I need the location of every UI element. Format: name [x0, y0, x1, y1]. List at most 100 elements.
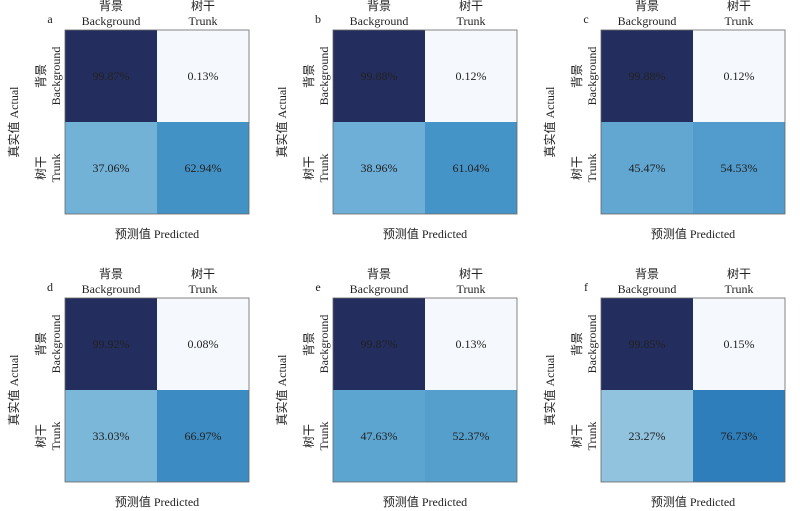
cell-value: 54.53% — [721, 161, 758, 175]
row-label-zh: 树干 — [301, 424, 316, 448]
cell-0-0 — [601, 298, 693, 390]
cell-0-1 — [425, 30, 517, 122]
row-label-en: Trunk — [585, 422, 599, 451]
panel-letter: d — [47, 280, 53, 294]
column-label-zh: 树干 — [191, 266, 215, 281]
cell-1-1 — [425, 390, 517, 482]
x-axis-label: 预测值 Predicted — [115, 226, 199, 241]
row-label-zh: 树干 — [33, 156, 48, 180]
matrix-frame — [64, 29, 250, 215]
cell-0-0 — [65, 30, 157, 122]
panel-letter: b — [315, 12, 321, 26]
x-axis-label: 预测值 Predicted — [651, 226, 735, 241]
cell-value: 61.04% — [453, 161, 490, 175]
row-label-zh: 树干 — [33, 424, 48, 448]
row-label-zh: 树干 — [569, 156, 584, 180]
y-axis-label: 真实值 Actual — [6, 354, 21, 426]
x-axis-label: 预测值 Predicted — [651, 494, 735, 509]
row-label-en: Trunk — [585, 154, 599, 183]
panel-letter: a — [47, 12, 53, 26]
matrix-frame — [64, 297, 250, 483]
cell-1-1 — [425, 122, 517, 214]
column-label-zh: 背景 — [367, 0, 391, 13]
y-axis-label: 真实值 Actual — [6, 86, 21, 158]
cell-value: 99.87% — [93, 69, 130, 83]
cell-value: 0.15% — [724, 337, 755, 351]
column-label-zh: 树干 — [727, 0, 751, 13]
panel-letter: c — [583, 12, 588, 26]
cell-value: 33.03% — [93, 429, 130, 443]
panel-letter: e — [315, 280, 320, 294]
cell-0-1 — [693, 298, 785, 390]
column-label-en: Background — [618, 14, 677, 28]
x-axis-label: 预测值 Predicted — [383, 226, 467, 241]
cell-0-1 — [157, 30, 249, 122]
cell-1-1 — [157, 390, 249, 482]
cell-value: 0.13% — [188, 69, 219, 83]
row-label-en: Trunk — [49, 422, 63, 451]
cell-value: 99.88% — [629, 69, 666, 83]
row-label-en: Background — [317, 315, 331, 374]
row-label-en: Background — [585, 315, 599, 374]
column-label-en: Trunk — [457, 282, 486, 296]
x-axis-label: 预测值 Predicted — [115, 494, 199, 509]
column-label-zh: 树干 — [459, 0, 483, 13]
column-label-en: Background — [618, 282, 677, 296]
column-label-zh: 树干 — [191, 0, 215, 13]
column-label-en: Background — [82, 14, 141, 28]
column-label-en: Trunk — [457, 14, 486, 28]
cell-value: 66.97% — [185, 429, 222, 443]
column-label-en: Background — [82, 282, 141, 296]
x-axis-label: 预测值 Predicted — [383, 494, 467, 509]
row-label-en: Background — [49, 47, 63, 106]
row-label-en: Trunk — [317, 422, 331, 451]
row-label-en: Background — [317, 47, 331, 106]
row-label-en: Trunk — [49, 154, 63, 183]
column-label-zh: 树干 — [459, 266, 483, 281]
cell-1-0 — [333, 122, 425, 214]
row-label-en: Background — [585, 47, 599, 106]
cell-value: 62.94% — [185, 161, 222, 175]
y-axis-label: 真实值 Actual — [542, 354, 557, 426]
column-label-en: Trunk — [189, 282, 218, 296]
cell-0-0 — [333, 30, 425, 122]
column-label-zh: 树干 — [727, 266, 751, 281]
row-label-zh: 树干 — [301, 156, 316, 180]
column-label-en: Background — [350, 14, 409, 28]
cell-1-0 — [65, 122, 157, 214]
cell-0-1 — [157, 298, 249, 390]
cell-value: 23.27% — [629, 429, 666, 443]
cell-value: 0.12% — [724, 69, 755, 83]
cell-1-1 — [157, 122, 249, 214]
cell-value: 45.47% — [629, 161, 666, 175]
cell-value: 38.96% — [361, 161, 398, 175]
row-label-en: Trunk — [317, 154, 331, 183]
y-axis-label: 真实值 Actual — [274, 86, 289, 158]
cell-value: 0.13% — [456, 337, 487, 351]
cell-value: 0.08% — [188, 337, 219, 351]
column-label-zh: 背景 — [635, 267, 659, 281]
row-label-zh: 背景 — [570, 64, 584, 88]
cell-value: 37.06% — [93, 161, 130, 175]
cell-value: 99.85% — [629, 337, 666, 351]
row-label-zh: 背景 — [570, 332, 584, 356]
cell-0-1 — [693, 30, 785, 122]
column-label-en: Trunk — [725, 14, 754, 28]
cell-value: 47.63% — [361, 429, 398, 443]
matrix-frame — [600, 29, 786, 215]
column-label-zh: 背景 — [367, 267, 391, 281]
panel-letter: f — [584, 280, 588, 294]
cell-1-0 — [333, 390, 425, 482]
row-label-zh: 背景 — [302, 64, 316, 88]
row-label-zh: 背景 — [34, 64, 48, 88]
cell-value: 76.73% — [721, 429, 758, 443]
column-label-en: Trunk — [725, 282, 754, 296]
cell-value: 99.92% — [93, 337, 130, 351]
column-label-en: Background — [350, 282, 409, 296]
